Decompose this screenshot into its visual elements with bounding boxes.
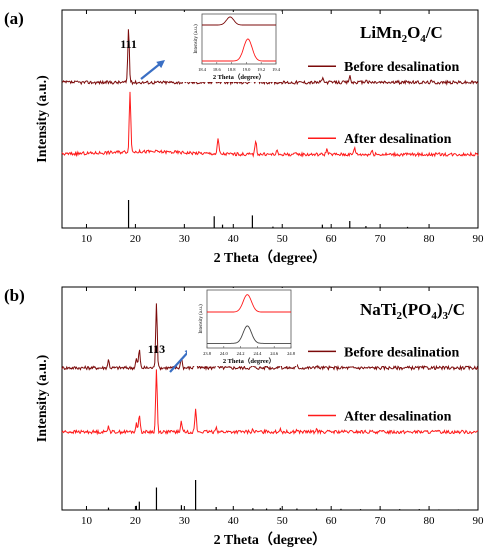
inset-y-axis-label: Intensity (a.u.)	[194, 24, 199, 54]
y-axis-label: Intensity (a.u.)	[35, 75, 50, 163]
panel-b: 10 20 30 40 50 60 70 80 90 2 Theta（degree） Intensi…	[4, 286, 484, 548]
x-tick-label: 50	[277, 233, 289, 245]
inset-y-axis-label: Intensity (a.u.)	[199, 304, 204, 334]
title-part: LiMn	[360, 23, 402, 42]
chart-title: LiMn2O4/C	[360, 23, 443, 45]
x-tick-label: 70	[375, 233, 387, 245]
inset-tick-label: 24.2	[237, 351, 245, 356]
inset-tick-label: 19.0	[242, 67, 251, 72]
title-part: )	[437, 300, 443, 319]
inset-x-axis-label: 2 Theta（degree）	[223, 357, 275, 365]
title-subscript: 3	[443, 310, 449, 322]
inset: 23.8 24.0 24.2 24.4 24.6 24.8 2 Theta（degree） I…	[187, 288, 297, 366]
inset-tick-label: 23.8	[203, 351, 212, 356]
inset-tick-label: 19.2	[257, 67, 265, 72]
x-tick-label: 30	[179, 233, 191, 245]
x-tick-label: 10	[81, 233, 93, 245]
inset-background	[187, 288, 297, 366]
series-line-after	[61, 91, 479, 158]
title-part: NaTi	[360, 300, 397, 319]
inset-x-axis-label: 2 Theta（degree）	[213, 73, 265, 81]
inset-tick-label: 18.4	[198, 67, 207, 72]
inset-arrow	[169, 350, 190, 373]
panel-label: (b)	[4, 286, 25, 305]
x-axis-label: 2 Theta（degree）	[214, 532, 327, 548]
inset-tick-label: 19.4	[272, 67, 281, 72]
title-part: (PO	[402, 300, 431, 319]
legend-label: After desalination	[344, 132, 452, 147]
inset-tick-label: 24.6	[270, 351, 279, 356]
x-tick-label: 60	[326, 515, 338, 527]
inset-series-line	[207, 325, 291, 344]
inset-tick-label: 24.4	[253, 351, 262, 356]
inset-series-line	[202, 38, 276, 62]
inset-tick-label: 24.0	[220, 351, 229, 356]
x-tick-label: 40	[228, 515, 240, 527]
legend-label: Before desalination	[344, 60, 459, 75]
chart-title: NaTi2(PO4)3/C	[360, 300, 465, 322]
x-tick-label: 70	[375, 515, 387, 527]
inset-series-line	[207, 294, 291, 313]
title-part: O	[407, 23, 420, 42]
panel-label: (a)	[4, 9, 24, 28]
x-tick-label: 30	[179, 515, 191, 527]
inset-tick-label: 18.8	[228, 67, 237, 72]
peak-index-label: 111	[120, 37, 137, 51]
series-line-before	[61, 303, 479, 372]
x-tick-label: 80	[424, 515, 436, 527]
inset-arrow	[140, 62, 162, 80]
y-axis-label: Intensity (a.u.)	[35, 354, 50, 442]
x-tick-label: 20	[130, 233, 142, 245]
x-tick-label: 20	[130, 515, 142, 527]
plot-frame	[61, 286, 479, 511]
title-subscript: 2	[397, 310, 403, 322]
inset-frame	[201, 13, 277, 65]
title-subscript: 4	[431, 310, 437, 322]
inset-background	[182, 12, 282, 82]
x-tick-label: 80	[424, 233, 436, 245]
title-part: /C	[425, 23, 443, 42]
peak-index-label: 113	[148, 342, 165, 356]
x-tick-label: 50	[277, 515, 289, 527]
inset: 18.4 18.6 18.8 19.0 19.2 19.4 2 Theta（degree） I…	[182, 12, 282, 82]
panel-a: 10 20 30 40 50 60 70 80 90 2 Theta（degree） Intensi…	[4, 9, 484, 266]
series-line-after	[61, 369, 479, 436]
x-tick-label: 90	[473, 233, 485, 245]
plot-frame	[61, 9, 479, 229]
title-subscript: 2	[402, 33, 408, 45]
legend-label: Before desalination	[344, 345, 459, 360]
title-subscript: 4	[420, 33, 426, 45]
x-tick-label: 10	[81, 515, 93, 527]
inset-series-line	[202, 16, 276, 26]
inset-frame	[206, 289, 292, 349]
title-part: /C	[447, 300, 465, 319]
inset-tick-label: 18.6	[213, 67, 222, 72]
inset-tick-label: 24.8	[287, 351, 296, 356]
x-tick-label: 90	[473, 515, 485, 527]
inset-arrow-head	[156, 60, 165, 69]
legend-label: After desalination	[344, 409, 452, 424]
x-tick-label: 60	[326, 233, 338, 245]
x-tick-label: 40	[228, 233, 240, 245]
x-axis-label: 2 Theta（degree）	[214, 250, 327, 266]
